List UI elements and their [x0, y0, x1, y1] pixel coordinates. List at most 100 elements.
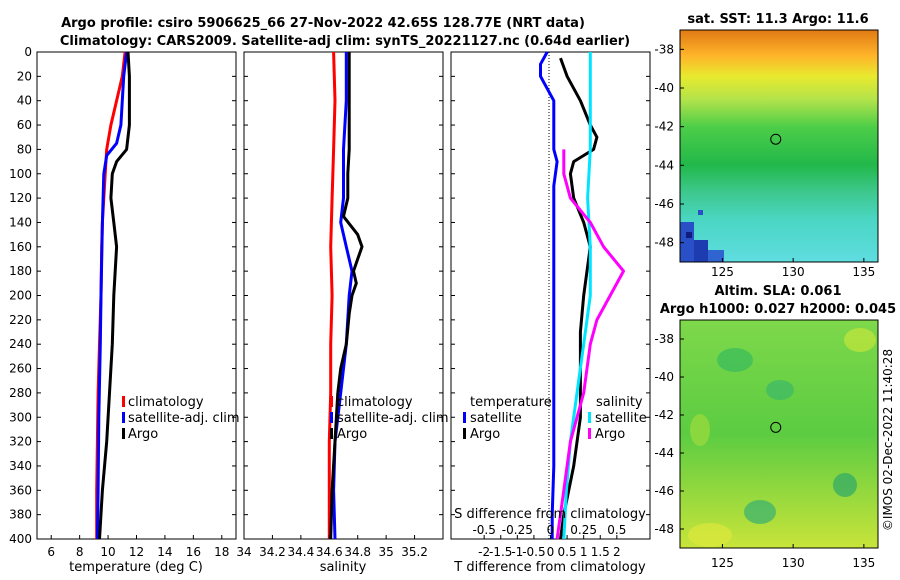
map-x-tick-label: 130 — [782, 556, 805, 570]
legend-label-climatology: climatology — [128, 395, 204, 410]
legend-label-t-satellite: satellite — [470, 411, 522, 426]
legend-label-satellite: satellite-adj. clim — [337, 411, 449, 426]
argo-position-marker — [770, 133, 782, 145]
map-y-tick-label: -46 — [654, 484, 674, 498]
x-tick-label-top: 0.25 — [570, 523, 597, 537]
x-tick-labels: 6 8 10 12 14 16 18 34 34.2 34.4 34.6 34.8 35 35.2 -2-1… — [47, 523, 626, 559]
salinity-xlabel: salinity — [320, 560, 367, 575]
x-tick-label: 34.2 — [259, 545, 286, 559]
x-tick-label: 14 — [157, 545, 172, 559]
map-y-tick-label: -46 — [654, 197, 674, 211]
sla-eddy — [766, 380, 794, 400]
legend-swatch-s-argo — [588, 428, 591, 439]
depth-tick-label: 80 — [17, 142, 32, 156]
depth-tick-label: 0 — [24, 45, 32, 59]
depth-tick-label: 40 — [17, 94, 32, 108]
depth-tick-label: 400 — [9, 532, 32, 546]
temperature-legend: climatology satellite-adj. clim Argo — [122, 395, 240, 442]
depth-tick-label: 320 — [9, 435, 32, 449]
sst-map-ticks: 125 130 135 -38 -40 -42 -44 -46 -48 — [654, 42, 875, 279]
depth-tick-label: 380 — [9, 508, 32, 522]
legend-label-climatology: climatology — [337, 395, 413, 410]
argo-position-marker — [770, 421, 782, 433]
map-x-tick-label: 135 — [852, 265, 875, 279]
legend-swatch-s-satellite — [588, 412, 591, 423]
x-tick-label: -2 — [478, 545, 490, 559]
figure-title-line2: Climatology: CARS2009. Satellite-adj cli… — [60, 34, 630, 49]
difference-xlabel-top: S difference from climatology — [454, 507, 646, 522]
x-tick-label-top: 0.5 — [607, 523, 626, 537]
legend-title-temperature: temperature — [470, 395, 552, 410]
x-tick-label: -1.5 — [489, 545, 512, 559]
x-tick-label: 6 — [47, 545, 55, 559]
map-x-tick-label: 135 — [852, 556, 875, 570]
sst-patch — [694, 240, 708, 262]
x-tick-label: 0.5 — [558, 545, 577, 559]
series-line-satellite-adj-clim — [95, 51, 129, 540]
depth-tick-label: 340 — [9, 459, 32, 473]
series-line-salinity-argo — [555, 149, 625, 540]
sst-patch — [698, 210, 703, 215]
depth-tick-label: 60 — [17, 118, 32, 132]
sst-map-title: sat. SST: 11.3 Argo: 11.6 — [687, 12, 868, 27]
depth-tick-labels: 0 20 40 60 80 100 120 140 160 180 200 220 240 260 280 3… — [9, 45, 32, 546]
legend-label-s-argo: Argo — [595, 427, 625, 442]
sst-map: 125 130 135 -38 -40 -42 -44 -46 -48 — [654, 29, 879, 279]
map-y-tick-label: -40 — [654, 81, 674, 95]
legend-label-t-argo: Argo — [470, 427, 500, 442]
depth-tick-label: 220 — [9, 313, 32, 327]
legend-swatch-climatology — [330, 396, 333, 407]
x-tick-label: 0 — [547, 545, 555, 559]
sst-map-frame — [679, 29, 879, 263]
difference-legend: temperature satellite Argo salinity sate… — [463, 395, 647, 442]
map-x-tick-label: 125 — [711, 556, 734, 570]
legend-swatch-argo — [330, 428, 333, 439]
legend-label-s-satellite: satellite — [595, 411, 647, 426]
temperature-series — [95, 51, 131, 540]
sst-patch — [686, 232, 692, 238]
sla-field — [680, 320, 878, 548]
map-y-tick-label: -42 — [654, 120, 674, 134]
depth-tick-label: 120 — [9, 191, 32, 205]
depth-tick-label: 260 — [9, 362, 32, 376]
salinity-series — [327, 51, 364, 540]
depth-tick-label: 300 — [9, 410, 32, 424]
map-y-tick-label: -48 — [654, 522, 674, 536]
depth-tick-label: 20 — [17, 69, 32, 83]
series-line-climatology — [327, 51, 337, 539]
x-tick-label-top: -0.5 — [472, 523, 495, 537]
map-y-tick-label: -44 — [654, 446, 674, 460]
temperature-axes — [36, 51, 237, 540]
x-tick-label: 35.2 — [401, 545, 428, 559]
legend-swatch-argo — [122, 428, 125, 439]
depth-tick-label: 280 — [9, 386, 32, 400]
sla-eddy — [744, 500, 776, 524]
legend-label-satellite: satellite-adj. clim — [128, 411, 240, 426]
depth-tick-label: 240 — [9, 337, 32, 351]
x-tick-label: 34 — [236, 545, 251, 559]
x-tick-label: 8 — [76, 545, 84, 559]
map-x-tick-label: 125 — [711, 265, 734, 279]
sla-eddy — [690, 414, 710, 446]
map-y-tick-label: -48 — [654, 236, 674, 250]
map-y-tick-label: -40 — [654, 370, 674, 384]
sla-map: 125 130 135 -38 -40 -42 -44 -46 -48 — [654, 319, 879, 570]
depth-tick-label: 360 — [9, 483, 32, 497]
series-line-argo — [98, 51, 131, 540]
depth-tick-label: 140 — [9, 215, 32, 229]
series-line-argo — [329, 52, 364, 540]
x-tick-label: 18 — [214, 545, 229, 559]
x-tick-label: 35 — [379, 545, 394, 559]
salinity-legend: climatology satellite-adj. clim Argo — [330, 395, 449, 442]
x-tick-label: 16 — [186, 545, 201, 559]
sla-eddy — [844, 328, 876, 352]
depth-tick-label: 160 — [9, 240, 32, 254]
difference-series — [539, 51, 625, 540]
sla-eddy — [833, 473, 857, 497]
x-tick-label: 34.4 — [287, 545, 314, 559]
sst-field — [680, 30, 878, 262]
sst-cold-patch — [680, 210, 724, 262]
map-y-tick-label: -38 — [654, 42, 674, 56]
depth-tick-label: 100 — [9, 167, 32, 181]
